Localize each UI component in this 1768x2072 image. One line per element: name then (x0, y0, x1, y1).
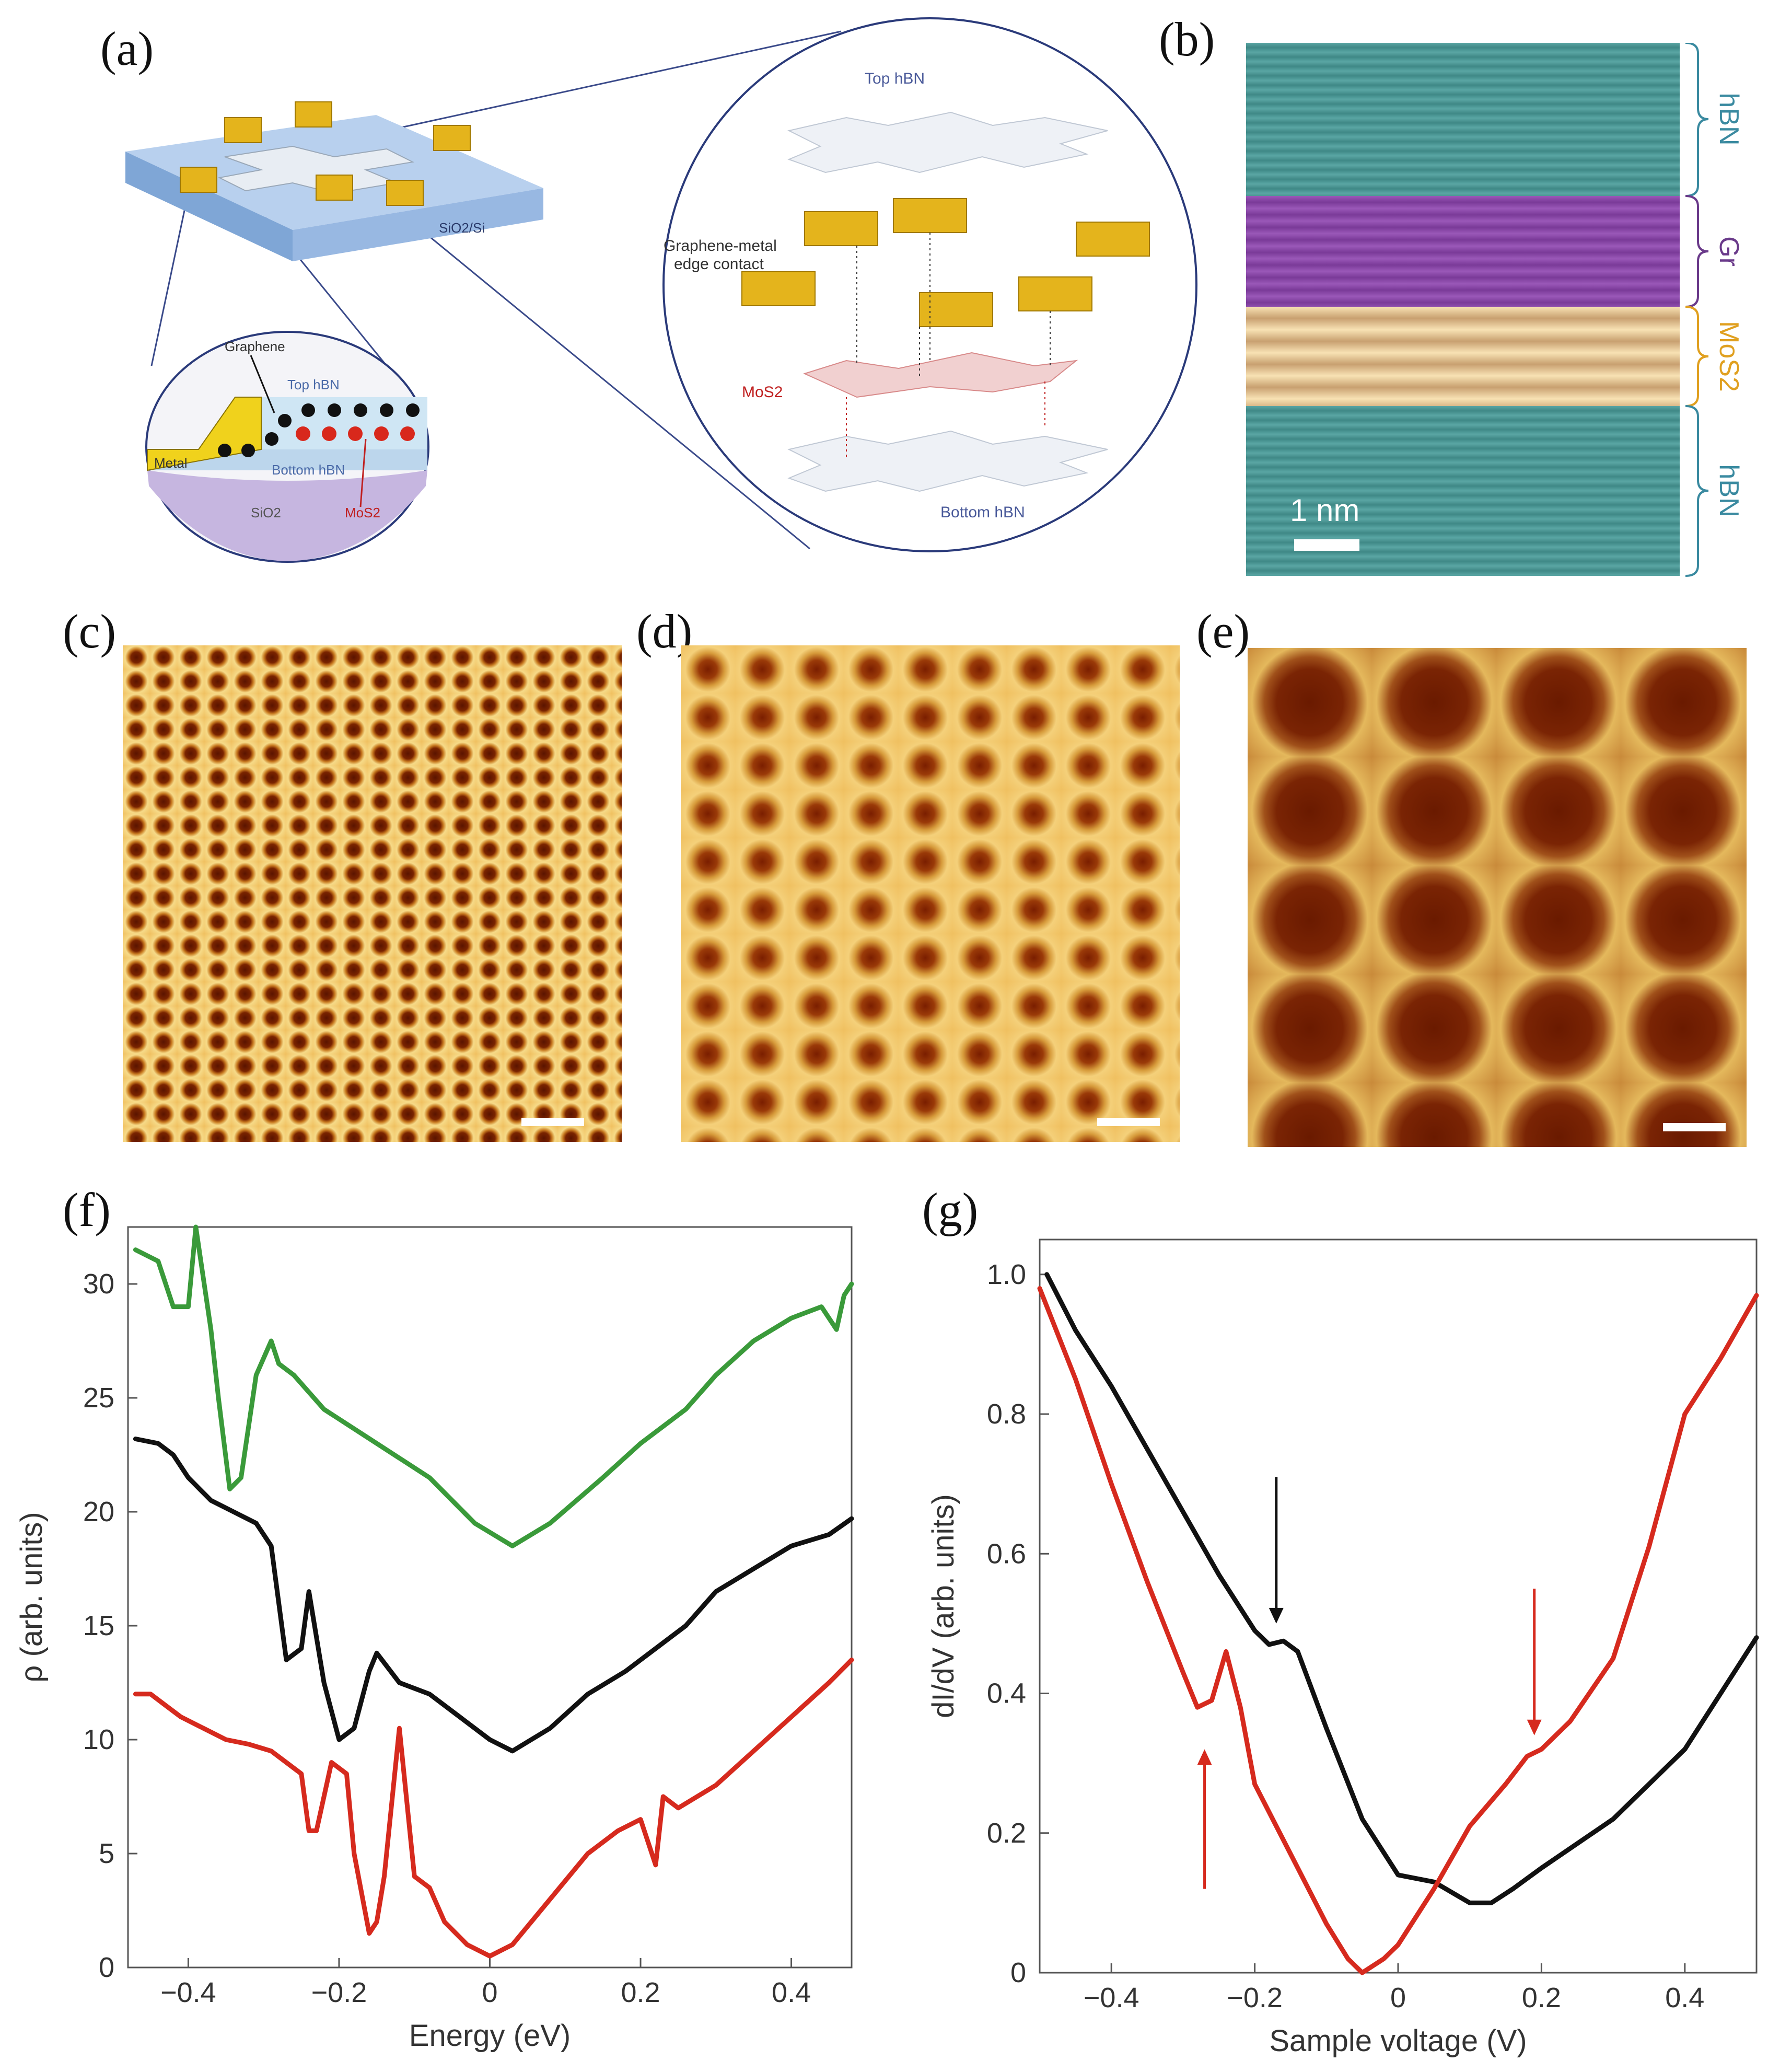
chart-f-y-tick-label: 30 (83, 1268, 114, 1300)
chart-g-x-tick-label: 0.2 (1522, 1982, 1561, 2013)
inset-metal-label: Metal (154, 455, 188, 471)
chart-g-x-tick-label: −0.4 (1084, 1982, 1139, 2013)
metal-pads (180, 101, 471, 206)
chart-f-y-tick-label: 5 (99, 1838, 114, 1869)
chart-g-x-tick-label: 0 (1390, 1982, 1406, 2013)
chart-f-y-tick-label: 10 (83, 1724, 114, 1755)
exploded-contact-label-2: edge contact (674, 256, 764, 273)
panel-label-f: (f) (63, 1183, 111, 1236)
panel-label-e: (e) (1196, 605, 1250, 658)
inset-sio2-label: SiO2 (251, 505, 281, 520)
exploded-top-hbn-label: Top hBN (865, 70, 925, 87)
inset-graphene-label: Graphene (225, 339, 285, 354)
tem-layer-graphene (1246, 196, 1680, 307)
exploded-bottom-hbn-label: Bottom hBN (940, 504, 1025, 521)
chart-f-y-axis-label: ρ (arb. units) (15, 1512, 49, 1682)
exploded-contact-label-1: Graphene-metal (664, 237, 777, 254)
layer-label-hbn-bottom: hBN (1714, 464, 1744, 517)
chart-g-x-tick-label: 0.4 (1665, 1982, 1704, 2013)
inset-mos2-label: MoS2 (345, 505, 380, 520)
chart-f-series-black-line (133, 1437, 854, 1754)
layer-label-gr: Gr (1714, 236, 1744, 267)
inset-top-hbn-label: Top hBN (287, 377, 340, 392)
scale-bar (521, 1118, 584, 1126)
exploded-view-inset: Top hBN Graphene-metal edge contact MoS2… (662, 17, 1197, 552)
layer-label-hbn-top: hBN (1714, 92, 1744, 145)
panel-e-stm-image (1248, 648, 1747, 1147)
inset-bottom-hbn-label: Bottom hBN (272, 462, 345, 478)
exploded-mos2-label: MoS2 (742, 384, 783, 401)
scale-bar (1097, 1118, 1160, 1126)
chart-g-series-red-line (1037, 1286, 1759, 1975)
chart-g-annotation-arrowhead (1269, 1607, 1284, 1624)
scale-bar (1663, 1123, 1726, 1131)
chart-f-y-tick-label: 0 (99, 1952, 114, 1983)
chart-f-x-tick-label: 0.2 (621, 1977, 660, 2008)
tem-layer-mos2 (1246, 307, 1680, 406)
substrate-label: SiO2/Si (439, 220, 485, 236)
cross-section-inset: Metal Graphene Top hBN Bottom hBN SiO2 M… (145, 331, 429, 563)
layer-label-mos2: MoS2 (1714, 321, 1744, 392)
chart-g-y-tick-label: 0.2 (987, 1818, 1026, 1849)
scale-bar-label: 1 nm (1290, 493, 1360, 528)
chart-f-x-tick-label: −0.4 (160, 1977, 216, 2008)
panel-b-tem-image: 1 nm (1246, 43, 1680, 576)
chart-g-y-tick-label: 0.8 (987, 1398, 1026, 1430)
panel-d-stm-image (681, 645, 1180, 1142)
panel-c-stm-image (123, 645, 622, 1142)
chart-g-annotation-arrowhead (1197, 1749, 1212, 1765)
chart-f-y-tick-label: 20 (83, 1496, 114, 1527)
chart-f-plot-frame (127, 1226, 853, 1969)
panel-label-a: (a) (100, 22, 154, 75)
panel-b-brackets: hBN Gr MoS2 hBN (1685, 43, 1744, 577)
chart-g-y-tick-label: 1.0 (987, 1259, 1026, 1290)
chart-g-series-black-line (1044, 1272, 1759, 1905)
chart-f-x-tick-label: 0.4 (772, 1977, 811, 2008)
panel-label-c: (c) (63, 605, 117, 658)
panel-label-b: (b) (1159, 13, 1215, 66)
chart-g-y-tick-label: 0.4 (987, 1678, 1026, 1709)
chart-f-series-green-line (133, 1224, 854, 1548)
chart-f-y-tick-label: 15 (83, 1610, 114, 1641)
chart-g-x-tick-label: −0.2 (1227, 1982, 1283, 2013)
chart-f-x-tick-label: 0 (482, 1977, 497, 2008)
panel-g-chart: −0.4 −0.2 0 0.2 0.4 0 0.2 0.4 0.6 0.8 1.0 Sample vo… (926, 1238, 1759, 2058)
chart-g-x-axis-label: Sample voltage (V) (1269, 2024, 1527, 2058)
chart-g-y-tick-label: 0 (1010, 1957, 1026, 1988)
chart-f-y-tick-label: 25 (83, 1382, 114, 1414)
chart-f-x-axis-label: Energy (eV) (409, 2019, 571, 2053)
tem-layer-hbn-top (1246, 43, 1680, 196)
chart-g-plot-frame (1039, 1238, 1758, 1974)
chart-f-series-red-line (133, 1657, 854, 1959)
chart-g-y-axis-label: dI/dV (arb. units) (926, 1494, 960, 1718)
panel-label-g: (g) (922, 1183, 979, 1236)
chart-f-x-tick-label: −0.2 (311, 1977, 367, 2008)
chart-g-y-tick-label: 0.6 (987, 1538, 1026, 1569)
scale-bar (1294, 539, 1359, 551)
chart-g-annotation-arrowhead (1527, 1719, 1542, 1735)
panel-a-schematic: SiO2/Si Metal Graphene Top hBN Bottom hB… (125, 17, 1197, 563)
panel-f-chart: −0.4 −0.2 0 0.2 0.4 0 5 10 15 20 25 30 Energy (eV) ρ … (15, 1224, 854, 2053)
